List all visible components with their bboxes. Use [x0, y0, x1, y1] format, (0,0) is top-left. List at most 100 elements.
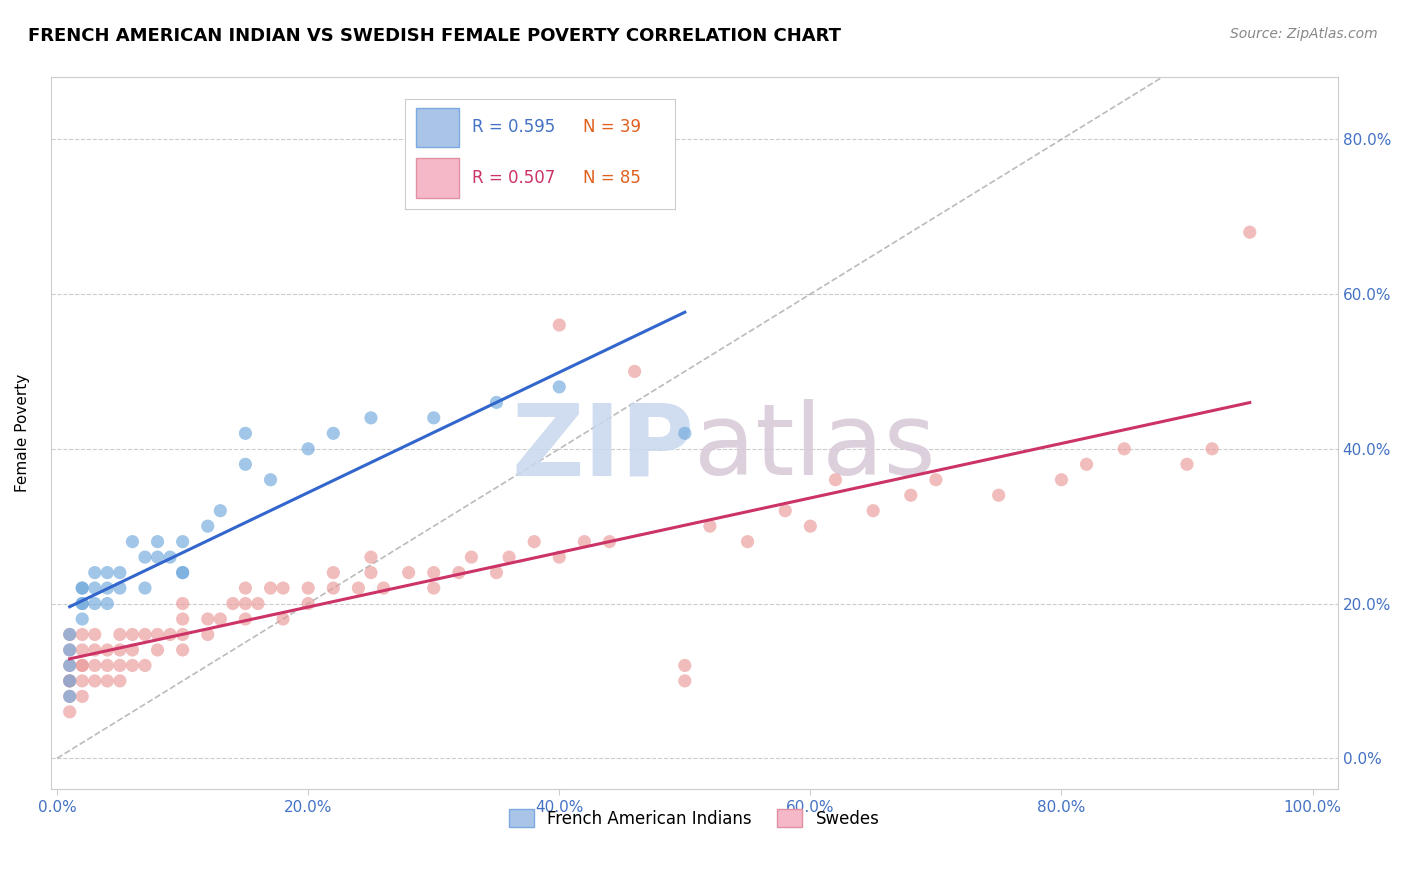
Point — [59, 643, 82, 657]
Point — [59, 627, 82, 641]
Point — [1239, 225, 1261, 239]
Point — [59, 658, 82, 673]
Point — [673, 426, 696, 441]
Point — [70, 627, 93, 641]
Point — [523, 534, 546, 549]
Point — [398, 566, 420, 580]
Point — [172, 643, 194, 657]
Point — [987, 488, 1010, 502]
Point — [548, 550, 571, 565]
Point — [197, 612, 219, 626]
Point — [59, 643, 82, 657]
Point — [172, 566, 194, 580]
Point — [70, 643, 93, 657]
Point — [146, 627, 169, 641]
Point — [70, 658, 93, 673]
Point — [235, 457, 257, 471]
Point — [1201, 442, 1223, 456]
Point — [824, 473, 846, 487]
Point — [447, 566, 470, 580]
Point — [799, 519, 821, 533]
Point — [197, 519, 219, 533]
Point — [96, 658, 118, 673]
Text: FRENCH AMERICAN INDIAN VS SWEDISH FEMALE POVERTY CORRELATION CHART: FRENCH AMERICAN INDIAN VS SWEDISH FEMALE… — [28, 27, 841, 45]
Point — [485, 566, 508, 580]
Text: atlas: atlas — [695, 399, 936, 496]
Point — [96, 597, 118, 611]
Point — [222, 597, 245, 611]
Point — [96, 643, 118, 657]
Point — [485, 395, 508, 409]
Point — [322, 581, 344, 595]
Point — [699, 519, 721, 533]
Point — [108, 658, 131, 673]
Point — [347, 581, 370, 595]
Point — [121, 658, 143, 673]
Point — [172, 627, 194, 641]
Point — [737, 534, 759, 549]
Point — [900, 488, 922, 502]
Point — [83, 597, 105, 611]
Point — [271, 612, 294, 626]
Point — [83, 673, 105, 688]
Point — [70, 673, 93, 688]
Point — [360, 550, 382, 565]
Point — [259, 473, 281, 487]
Point — [134, 581, 156, 595]
Point — [146, 643, 169, 657]
Legend: French American Indians, Swedes: French American Indians, Swedes — [502, 803, 886, 834]
Point — [235, 612, 257, 626]
Point — [360, 566, 382, 580]
Text: ZIP: ZIP — [512, 399, 695, 496]
Point — [59, 705, 82, 719]
Point — [297, 442, 319, 456]
Point — [83, 643, 105, 657]
Point — [1114, 442, 1136, 456]
Point — [209, 612, 232, 626]
Point — [146, 550, 169, 565]
Point — [134, 627, 156, 641]
Point — [59, 690, 82, 704]
Point — [172, 597, 194, 611]
Point — [59, 673, 82, 688]
Point — [121, 627, 143, 641]
Point — [209, 504, 232, 518]
Point — [235, 597, 257, 611]
Point — [235, 426, 257, 441]
Point — [598, 534, 620, 549]
Point — [96, 566, 118, 580]
Point — [70, 690, 93, 704]
Point — [108, 581, 131, 595]
Point — [422, 581, 444, 595]
Point — [574, 534, 596, 549]
Point — [197, 627, 219, 641]
Point — [59, 658, 82, 673]
Point — [271, 581, 294, 595]
Point — [422, 410, 444, 425]
Point — [172, 534, 194, 549]
Point — [159, 550, 181, 565]
Point — [108, 643, 131, 657]
Point — [623, 364, 645, 378]
Point — [70, 597, 93, 611]
Point — [83, 658, 105, 673]
Point — [172, 566, 194, 580]
Point — [422, 566, 444, 580]
Point — [134, 658, 156, 673]
Point — [146, 534, 169, 549]
Point — [96, 581, 118, 595]
Point — [121, 643, 143, 657]
Point — [775, 504, 797, 518]
Point — [70, 597, 93, 611]
Point — [172, 612, 194, 626]
Point — [259, 581, 281, 595]
Point — [108, 566, 131, 580]
Point — [498, 550, 520, 565]
Point — [548, 318, 571, 332]
Point — [1076, 457, 1098, 471]
Point — [121, 534, 143, 549]
Point — [108, 673, 131, 688]
Point — [235, 581, 257, 595]
Point — [460, 550, 482, 565]
Point — [70, 581, 93, 595]
